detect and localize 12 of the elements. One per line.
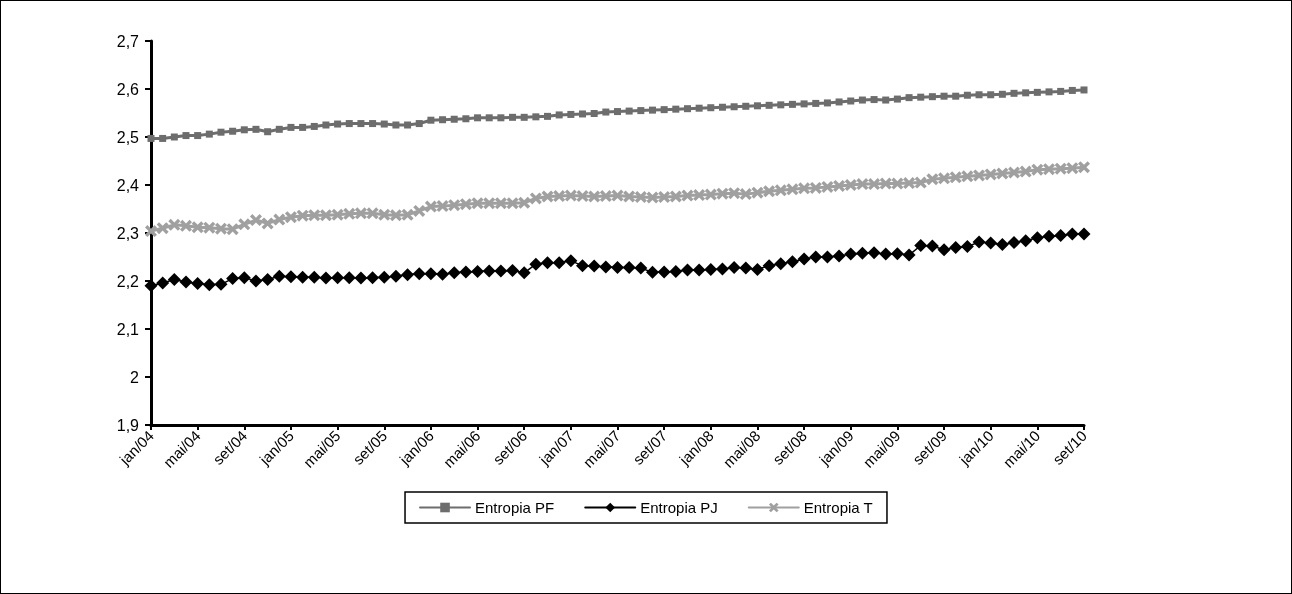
y-tick-label: 2,5	[116, 128, 140, 146]
y-tick-label: 2,2	[116, 272, 140, 290]
y-tick-label: 2,7	[116, 32, 140, 50]
legend-label: Entropia PF	[475, 499, 555, 516]
y-tick-label: 2,1	[116, 320, 140, 338]
y-tick-label: 2,3	[116, 224, 140, 242]
legend-label: Entropia PJ	[640, 499, 718, 516]
y-tick-label: 2	[130, 368, 140, 386]
y-tick-label: 2,4	[116, 176, 140, 194]
legend-label: Entropia T	[803, 499, 873, 516]
y-tick-label: 2,6	[116, 80, 140, 98]
y-tick-label: 1,9	[116, 416, 140, 434]
